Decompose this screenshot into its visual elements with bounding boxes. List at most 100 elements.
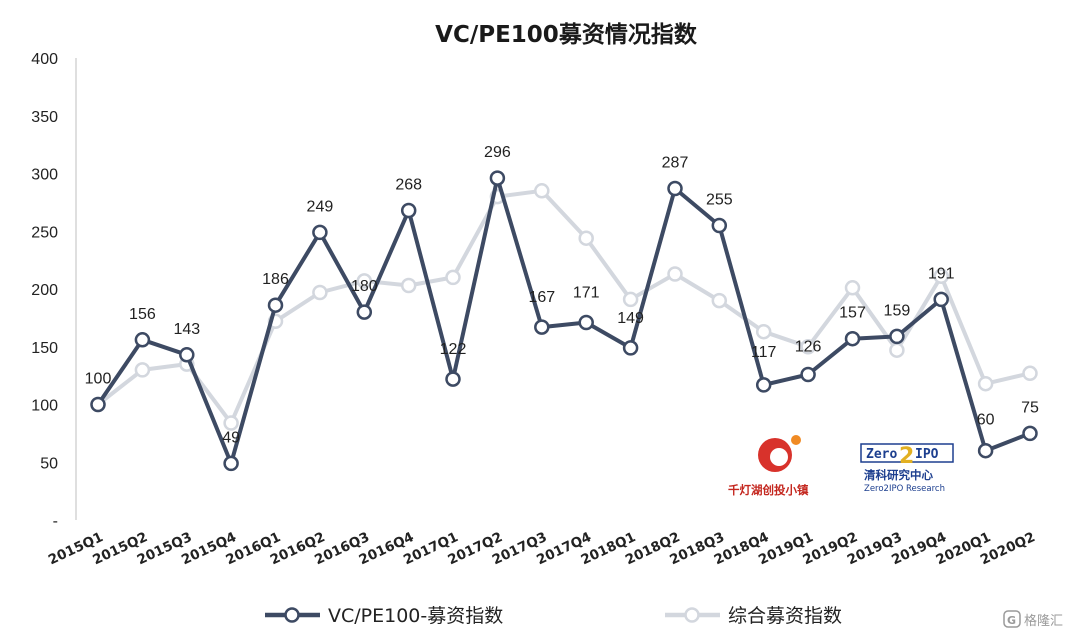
data-point-vcpe100: [578, 314, 594, 331]
data-point-vcpe100: [889, 328, 905, 345]
data-point-vcpe100: [312, 224, 328, 241]
data-label: 126: [795, 339, 822, 356]
data-point-composite: [1022, 365, 1038, 382]
data-point-vcpe100: [134, 332, 151, 348]
y-tick-label: 200: [31, 282, 58, 299]
data-label: 149: [617, 310, 644, 327]
zero2ipo-logo-ipo: IPO: [915, 447, 939, 462]
data-point-vcpe100: [223, 455, 239, 472]
data-point-composite: [755, 323, 772, 340]
data-point-vcpe100: [800, 366, 816, 383]
zero2ipo-logo-2: 2: [899, 444, 914, 469]
data-point-vcpe100: [534, 319, 550, 335]
data-label: 191: [928, 265, 955, 282]
data-label: 296: [484, 144, 511, 161]
legend-label-vcpe100: VC/PE100-募资指数: [328, 605, 503, 627]
zero2ipo-logo-subtext: Zero2IPO Research: [864, 484, 945, 494]
data-label: 75: [1021, 399, 1039, 416]
legend-marker-vcpe100: [284, 607, 300, 623]
data-point-composite: [578, 230, 594, 246]
y-tick-label: 50: [40, 455, 58, 472]
data-point-composite: [534, 183, 550, 199]
series-line-composite: [96, 188, 1032, 425]
data-point-vcpe100: [90, 396, 106, 413]
data-point-composite: [889, 342, 905, 358]
data-label: 287: [662, 155, 689, 172]
data-point-vcpe100: [489, 170, 506, 186]
legend: VC/PE100-募资指数 综合募资指数: [265, 605, 842, 627]
qiandeng-logo-inner: [770, 448, 788, 466]
data-label: 157: [839, 305, 866, 322]
data-label: 255: [706, 192, 733, 209]
data-point-composite: [356, 273, 373, 289]
data-point-composite: [800, 339, 816, 355]
data-label: 268: [395, 177, 422, 194]
data-point-vcpe100: [622, 340, 639, 356]
data-label: 143: [173, 321, 200, 338]
data-point-composite: [622, 291, 639, 308]
data-point-composite: [711, 292, 728, 309]
y-tick-label: -: [53, 513, 58, 530]
y-tick-label: 250: [31, 224, 58, 241]
series-layer: [90, 170, 1038, 472]
data-point-vcpe100: [179, 347, 195, 363]
y-tick-label: 150: [31, 340, 58, 357]
data-point-composite: [933, 268, 949, 285]
data-labels: 100 156 143 49 186 249 180 268 122 296 167 171 149 28…: [85, 144, 1039, 446]
y-tick-label: 100: [31, 398, 58, 415]
zero2ipo-logo-box: [860, 443, 954, 463]
zero2ipo-logo-text: 清科研究中心: [864, 468, 933, 482]
zero2ipo-logo: Zero 2 IPO 清科研究中心 Zero2IPO Research: [860, 443, 954, 494]
data-point-vcpe100: [667, 180, 683, 197]
watermark-icon-glyph: G: [1007, 614, 1016, 627]
legend-item-composite: 综合募资指数: [665, 605, 842, 627]
data-point-vcpe100: [844, 330, 861, 347]
data-label: 122: [440, 341, 467, 358]
data-point-vcpe100: [400, 202, 417, 219]
qiandeng-logo: 千灯湖创投小镇: [728, 435, 809, 497]
series-line-vcpe100: [96, 176, 1032, 466]
watermark-icon: [1003, 610, 1021, 628]
data-point-composite: [400, 277, 417, 294]
data-label: 186: [262, 271, 289, 288]
data-label: 180: [351, 278, 378, 295]
watermark: G 格隆汇: [1003, 610, 1063, 629]
data-label: 249: [307, 198, 334, 215]
y-tick-label: 400: [31, 51, 58, 68]
chart-title: VC/PE100募资情况指数: [435, 22, 698, 48]
zero2ipo-logo-mark: Zero: [866, 447, 897, 462]
y-tick-label: 350: [31, 109, 58, 126]
y-tick-labels: - 50 100 150 200 250 300 350 400: [31, 51, 58, 530]
legend-label-composite: 综合募资指数: [728, 605, 842, 627]
legend-marker-composite: [684, 607, 700, 623]
legend-item-vcpe100: VC/PE100-募资指数: [265, 605, 503, 627]
data-label: 159: [884, 302, 911, 319]
data-point-composite: [134, 362, 151, 378]
data-point-vcpe100: [267, 297, 284, 313]
data-label: 49: [222, 429, 240, 446]
data-point-vcpe100: [445, 371, 461, 387]
data-point-vcpe100: [356, 304, 373, 320]
data-point-vcpe100: [1022, 425, 1038, 442]
data-label: 100: [85, 371, 112, 388]
data-label: 156: [129, 306, 156, 323]
data-label: 60: [977, 412, 995, 429]
watermark-text: 格隆汇: [1024, 613, 1063, 629]
qiandeng-logo-dot: [791, 435, 801, 445]
data-point-vcpe100: [711, 217, 728, 234]
data-point-composite: [977, 375, 994, 392]
data-point-composite: [667, 266, 683, 282]
data-point-composite: [312, 284, 328, 301]
data-point-composite: [844, 280, 861, 296]
data-label: 117: [751, 344, 777, 361]
data-point-composite: [445, 269, 461, 286]
data-label: 167: [528, 289, 555, 306]
data-point-vcpe100: [755, 377, 772, 393]
data-point-composite: [223, 415, 239, 431]
qiandeng-logo-text: 千灯湖创投小镇: [728, 483, 809, 497]
data-point-vcpe100: [977, 442, 994, 459]
data-label: 171: [573, 285, 600, 302]
x-tick-labels: 2015Q12015Q22015Q32015Q42016Q12016Q22016…: [46, 529, 1038, 568]
data-point-vcpe100: [933, 291, 949, 308]
